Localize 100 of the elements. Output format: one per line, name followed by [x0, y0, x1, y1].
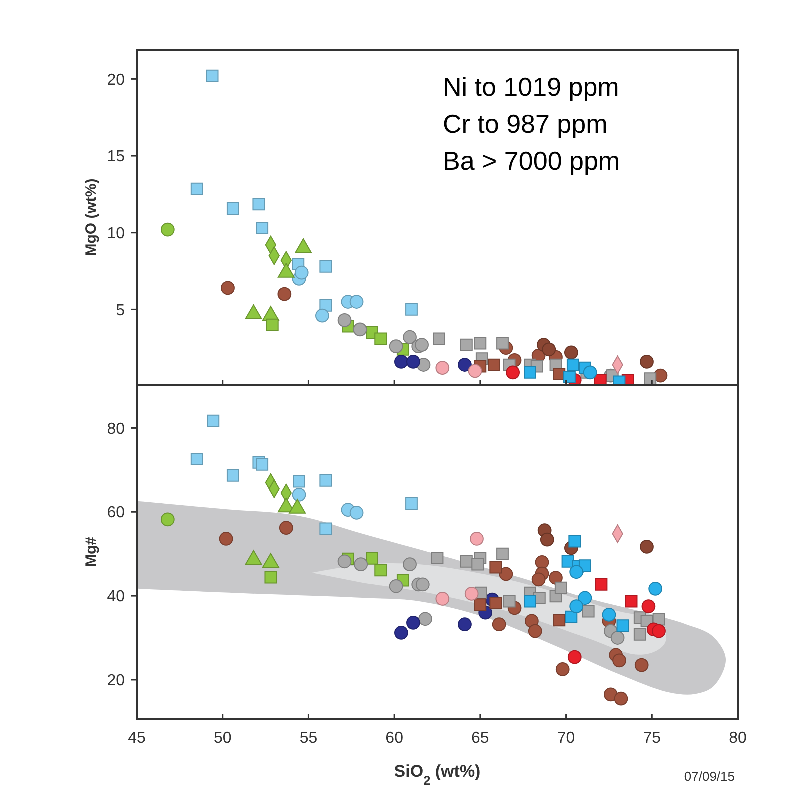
point — [406, 616, 420, 630]
point — [436, 592, 450, 606]
y-tick-label: 5 — [116, 302, 126, 320]
point — [460, 338, 473, 352]
point — [614, 692, 628, 706]
point — [160, 512, 175, 527]
y-tick-label: 40 — [107, 588, 126, 606]
annotation: Cr to 987 ppm — [443, 109, 608, 139]
point — [524, 366, 536, 379]
point — [565, 610, 578, 624]
point — [350, 295, 364, 309]
y-tick-label: 60 — [107, 504, 126, 522]
point — [625, 595, 638, 608]
point — [278, 287, 292, 302]
annotation: Ba > 7000 ppm — [443, 146, 620, 176]
point — [436, 361, 450, 376]
point — [604, 688, 618, 702]
point — [595, 578, 608, 591]
point — [642, 600, 656, 614]
y-tick-label: 20 — [107, 672, 126, 690]
point — [219, 532, 234, 546]
point — [640, 540, 654, 554]
point — [389, 579, 404, 594]
point — [610, 631, 625, 645]
point — [353, 322, 368, 337]
point — [496, 337, 509, 350]
point — [528, 624, 542, 638]
point — [506, 366, 520, 380]
point — [640, 355, 654, 369]
annotation: Ni to 1019 ppm — [443, 72, 620, 102]
point — [499, 567, 514, 582]
point — [568, 650, 582, 664]
point — [252, 198, 266, 211]
point — [394, 355, 408, 369]
point — [338, 554, 352, 569]
point — [564, 346, 578, 360]
point — [226, 469, 240, 482]
point — [535, 556, 550, 570]
point — [492, 618, 506, 632]
point — [433, 332, 446, 346]
y-tick-label: 15 — [107, 148, 126, 166]
point — [279, 521, 294, 536]
point — [564, 371, 576, 384]
point — [221, 281, 235, 296]
text: 07/09/15 — [684, 769, 735, 784]
point — [431, 552, 444, 564]
point — [524, 595, 536, 608]
point — [406, 355, 420, 369]
point — [416, 578, 430, 592]
y-axis-title: MgO (wt%) — [83, 178, 100, 256]
point — [488, 358, 500, 372]
point — [554, 582, 568, 594]
point — [568, 535, 582, 548]
point — [415, 338, 429, 352]
point — [458, 618, 472, 632]
point — [464, 587, 479, 601]
point — [374, 332, 388, 346]
point — [490, 561, 502, 574]
point — [406, 304, 418, 316]
point — [338, 314, 352, 328]
point — [264, 571, 278, 584]
point — [652, 624, 666, 638]
point — [474, 337, 487, 350]
point — [320, 522, 332, 536]
point — [403, 558, 417, 572]
point — [206, 70, 219, 82]
point — [160, 222, 175, 237]
x-tick-label: 70 — [557, 730, 576, 747]
point — [266, 318, 279, 332]
point — [374, 564, 388, 577]
x-tick-label: 80 — [729, 730, 747, 747]
point — [207, 414, 220, 428]
point — [602, 608, 616, 622]
point — [226, 202, 240, 215]
x-axis-title: SiO$_{2}$ (wt%) — [394, 762, 481, 788]
point — [354, 558, 368, 572]
point — [549, 571, 563, 585]
point — [570, 565, 584, 580]
x-tick-label: 75 — [643, 730, 662, 747]
point — [190, 182, 204, 196]
point — [458, 358, 472, 372]
point — [474, 598, 487, 612]
point — [394, 626, 408, 640]
point — [468, 364, 482, 378]
point — [470, 532, 484, 546]
point — [540, 532, 554, 547]
point — [556, 662, 570, 676]
point — [460, 555, 473, 568]
point — [503, 595, 516, 608]
point — [634, 628, 646, 641]
point — [320, 474, 332, 487]
point — [472, 558, 484, 571]
point — [553, 614, 566, 627]
point — [350, 506, 364, 520]
point — [320, 260, 332, 273]
point — [496, 548, 509, 560]
point — [389, 340, 404, 354]
point — [406, 498, 418, 510]
point — [403, 330, 417, 344]
point — [532, 572, 546, 587]
